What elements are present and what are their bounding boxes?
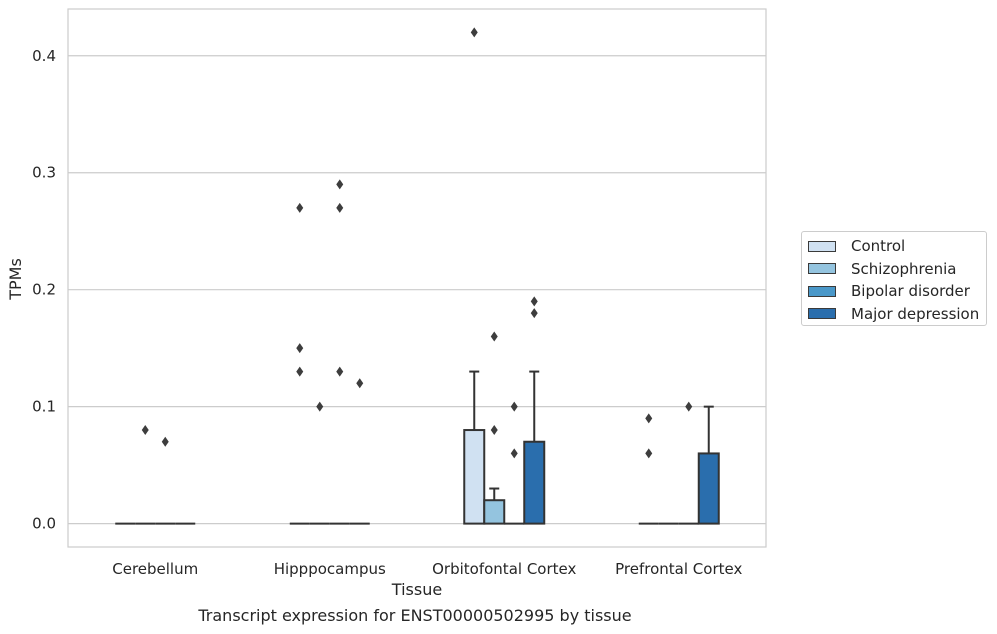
bar — [483, 499, 506, 525]
x-tick-label: Prefrontal Cortex — [615, 560, 742, 578]
legend-label: Control — [851, 237, 906, 256]
outlier-point — [296, 202, 304, 213]
outlier-point — [685, 401, 693, 412]
outlier-point — [141, 425, 149, 436]
plot-frame — [67, 8, 767, 548]
outlier-point — [296, 366, 304, 377]
x-tick-labels: Cerebellum Hipppocampus Orbitofontal Corte… — [112, 560, 742, 578]
outlier-point — [161, 436, 169, 447]
x-tick-label: Orbitofontal Cortex — [432, 560, 576, 578]
outlier-point — [356, 378, 364, 389]
outlier-point — [530, 308, 538, 319]
outlier-point — [316, 401, 324, 412]
outlier-point — [490, 331, 498, 342]
legend-swatch — [808, 308, 836, 320]
y-tick-label: 0.1 — [32, 398, 56, 416]
legend-item: Major depression — [808, 303, 986, 326]
outlier-point — [470, 27, 478, 38]
grid-lines — [68, 55, 766, 525]
x-tick-label: Cerebellum — [112, 560, 198, 578]
x-tick-label: Hipppocampus — [274, 560, 386, 578]
bar — [697, 452, 720, 525]
y-tick-label: 0.0 — [32, 515, 56, 533]
outlier-point — [645, 413, 653, 424]
y-tick-labels: 0.0 0.1 0.2 0.3 0.4 — [32, 47, 56, 533]
bar — [523, 440, 546, 525]
legend-item: Control — [808, 235, 986, 258]
y-tick-label: 0.2 — [32, 281, 56, 299]
legend-swatch — [808, 263, 836, 275]
outlier-point — [510, 401, 518, 412]
legend-swatch — [808, 240, 836, 252]
outlier-point — [336, 366, 344, 377]
x-axis-label: Tissue — [391, 580, 442, 599]
y-axis-label: TPMs — [6, 258, 25, 301]
outlier-point — [296, 343, 304, 354]
bars — [115, 370, 720, 525]
bar — [463, 429, 486, 525]
outlier-point — [490, 425, 498, 436]
legend-label: Schizophrenia — [851, 259, 957, 278]
legend-item: Schizophrenia — [808, 258, 986, 281]
y-tick-label: 0.4 — [32, 47, 56, 65]
outlier-point — [336, 179, 344, 190]
legend-label: Major depression — [851, 304, 980, 323]
chart-caption: Transcript expression for ENST0000050299… — [198, 606, 632, 625]
legend-label: Bipolar disorder — [851, 282, 970, 301]
legend-swatch — [808, 285, 836, 297]
legend-item: Bipolar disorder — [808, 280, 986, 303]
outlier-point — [510, 448, 518, 459]
outlier-point — [336, 202, 344, 213]
outliers — [141, 27, 693, 459]
y-tick-label: 0.3 — [32, 164, 56, 182]
outlier-point — [530, 296, 538, 307]
outlier-point — [645, 448, 653, 459]
legend: Control Schizophrenia Bipolar disorder Majo… — [801, 231, 987, 326]
